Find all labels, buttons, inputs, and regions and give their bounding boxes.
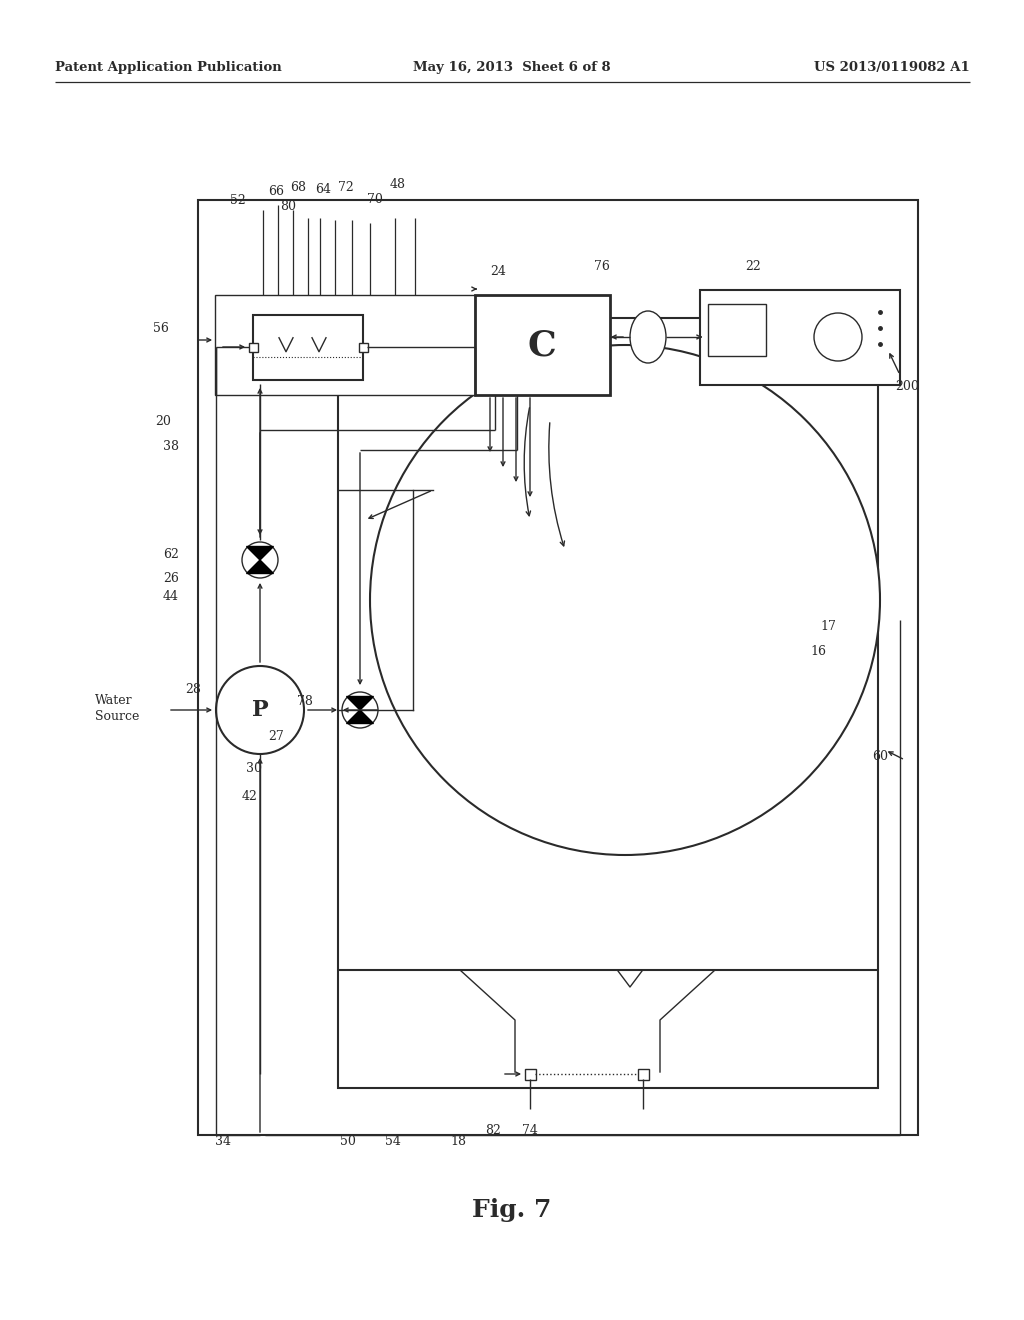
Text: 42: 42 — [242, 789, 258, 803]
Circle shape — [814, 313, 862, 360]
Text: 80: 80 — [280, 201, 296, 213]
Circle shape — [216, 667, 304, 754]
Text: 18: 18 — [450, 1135, 466, 1148]
Text: 54: 54 — [385, 1135, 400, 1148]
Text: P: P — [252, 700, 268, 721]
Polygon shape — [247, 546, 273, 573]
Ellipse shape — [630, 312, 666, 363]
Text: 26: 26 — [163, 572, 179, 585]
Text: 52: 52 — [230, 194, 246, 207]
Text: 34: 34 — [215, 1135, 231, 1148]
Text: 20: 20 — [155, 414, 171, 428]
Bar — [708, 304, 766, 356]
Text: 200: 200 — [895, 380, 919, 393]
Text: 64: 64 — [315, 183, 331, 195]
Circle shape — [370, 345, 880, 855]
Text: Source: Source — [95, 710, 139, 723]
Text: 17: 17 — [820, 620, 836, 634]
Text: 48: 48 — [390, 178, 406, 191]
Bar — [475, 294, 610, 395]
Text: 78: 78 — [297, 696, 313, 708]
Bar — [700, 290, 900, 385]
Bar — [638, 1069, 649, 1080]
Text: Fig. 7: Fig. 7 — [472, 1199, 552, 1222]
Circle shape — [342, 692, 378, 729]
Text: 22: 22 — [745, 260, 761, 273]
Text: 24: 24 — [490, 265, 506, 279]
Bar — [249, 343, 258, 352]
Text: 27: 27 — [268, 730, 284, 743]
Text: 50: 50 — [340, 1135, 356, 1148]
Text: Patent Application Publication: Patent Application Publication — [55, 62, 282, 74]
Polygon shape — [346, 697, 374, 723]
Text: 60: 60 — [872, 750, 888, 763]
Text: 72: 72 — [338, 181, 353, 194]
Text: 68: 68 — [290, 181, 306, 194]
Text: 70: 70 — [367, 193, 383, 206]
Text: 30: 30 — [246, 762, 262, 775]
Text: 74: 74 — [522, 1125, 538, 1137]
Bar — [253, 315, 362, 380]
Circle shape — [242, 543, 278, 578]
Text: 44: 44 — [163, 590, 179, 603]
Bar — [198, 201, 918, 1135]
Text: C: C — [527, 327, 556, 362]
Text: 38: 38 — [163, 440, 179, 453]
Text: 82: 82 — [485, 1125, 501, 1137]
Text: 16: 16 — [810, 645, 826, 657]
Text: 28: 28 — [185, 682, 201, 696]
Text: May 16, 2013  Sheet 6 of 8: May 16, 2013 Sheet 6 of 8 — [414, 62, 610, 74]
Text: US 2013/0119082 A1: US 2013/0119082 A1 — [814, 62, 970, 74]
Text: Water: Water — [95, 694, 133, 708]
Bar — [525, 1069, 536, 1080]
Text: 62: 62 — [163, 548, 179, 561]
Text: 66: 66 — [268, 185, 284, 198]
Bar — [338, 318, 878, 1088]
Bar — [215, 294, 475, 395]
Text: 56: 56 — [153, 322, 169, 335]
Text: 76: 76 — [594, 260, 610, 273]
Bar — [359, 343, 368, 352]
